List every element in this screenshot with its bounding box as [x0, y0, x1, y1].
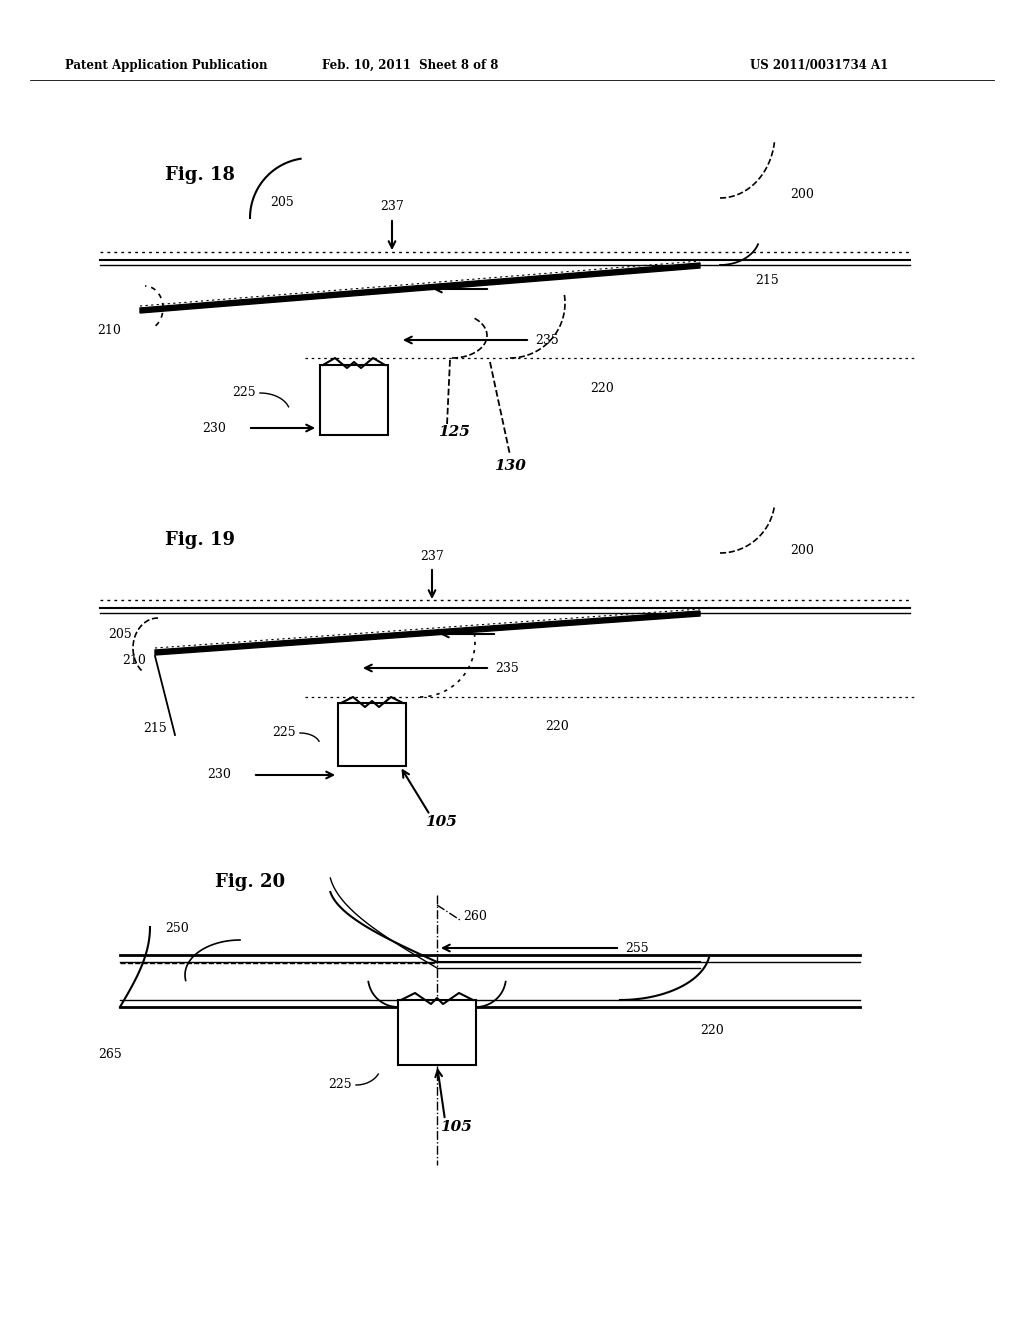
Text: 125: 125 — [438, 425, 470, 440]
Text: 220: 220 — [545, 719, 568, 733]
Bar — [319, 366, 388, 436]
Text: 237: 237 — [380, 201, 403, 214]
Text: 105: 105 — [440, 1119, 472, 1134]
Text: 105: 105 — [425, 814, 457, 829]
Text: 215: 215 — [143, 722, 167, 734]
Text: 220: 220 — [700, 1023, 724, 1036]
Text: 225: 225 — [328, 1078, 351, 1092]
Text: 250: 250 — [165, 921, 188, 935]
Text: 205: 205 — [108, 628, 132, 642]
Text: 130: 130 — [494, 459, 526, 473]
Text: 210: 210 — [122, 653, 145, 667]
Bar — [398, 1001, 476, 1065]
Text: 225: 225 — [232, 387, 256, 400]
Text: US 2011/0031734 A1: US 2011/0031734 A1 — [750, 58, 888, 71]
Text: 205: 205 — [270, 195, 294, 209]
Text: 237: 237 — [420, 550, 443, 564]
Text: 220: 220 — [590, 381, 613, 395]
Text: 255: 255 — [625, 941, 648, 954]
Polygon shape — [155, 611, 700, 655]
Text: 225: 225 — [272, 726, 296, 739]
Polygon shape — [140, 263, 700, 313]
Text: Feb. 10, 2011  Sheet 8 of 8: Feb. 10, 2011 Sheet 8 of 8 — [322, 58, 499, 71]
Text: 230: 230 — [207, 768, 230, 781]
Text: 210: 210 — [97, 323, 121, 337]
Text: 265: 265 — [98, 1048, 122, 1061]
Text: 235: 235 — [495, 661, 519, 675]
Text: 230: 230 — [202, 421, 226, 434]
Text: Fig. 20: Fig. 20 — [215, 873, 285, 891]
Text: Patent Application Publication: Patent Application Publication — [65, 58, 267, 71]
Text: 200: 200 — [790, 189, 814, 202]
Text: 215: 215 — [755, 273, 778, 286]
Text: 235: 235 — [535, 334, 559, 346]
Text: Fig. 19: Fig. 19 — [165, 531, 234, 549]
Text: 200: 200 — [790, 544, 814, 557]
Text: Fig. 18: Fig. 18 — [165, 166, 234, 183]
Bar — [338, 704, 406, 766]
Text: 260: 260 — [463, 909, 486, 923]
